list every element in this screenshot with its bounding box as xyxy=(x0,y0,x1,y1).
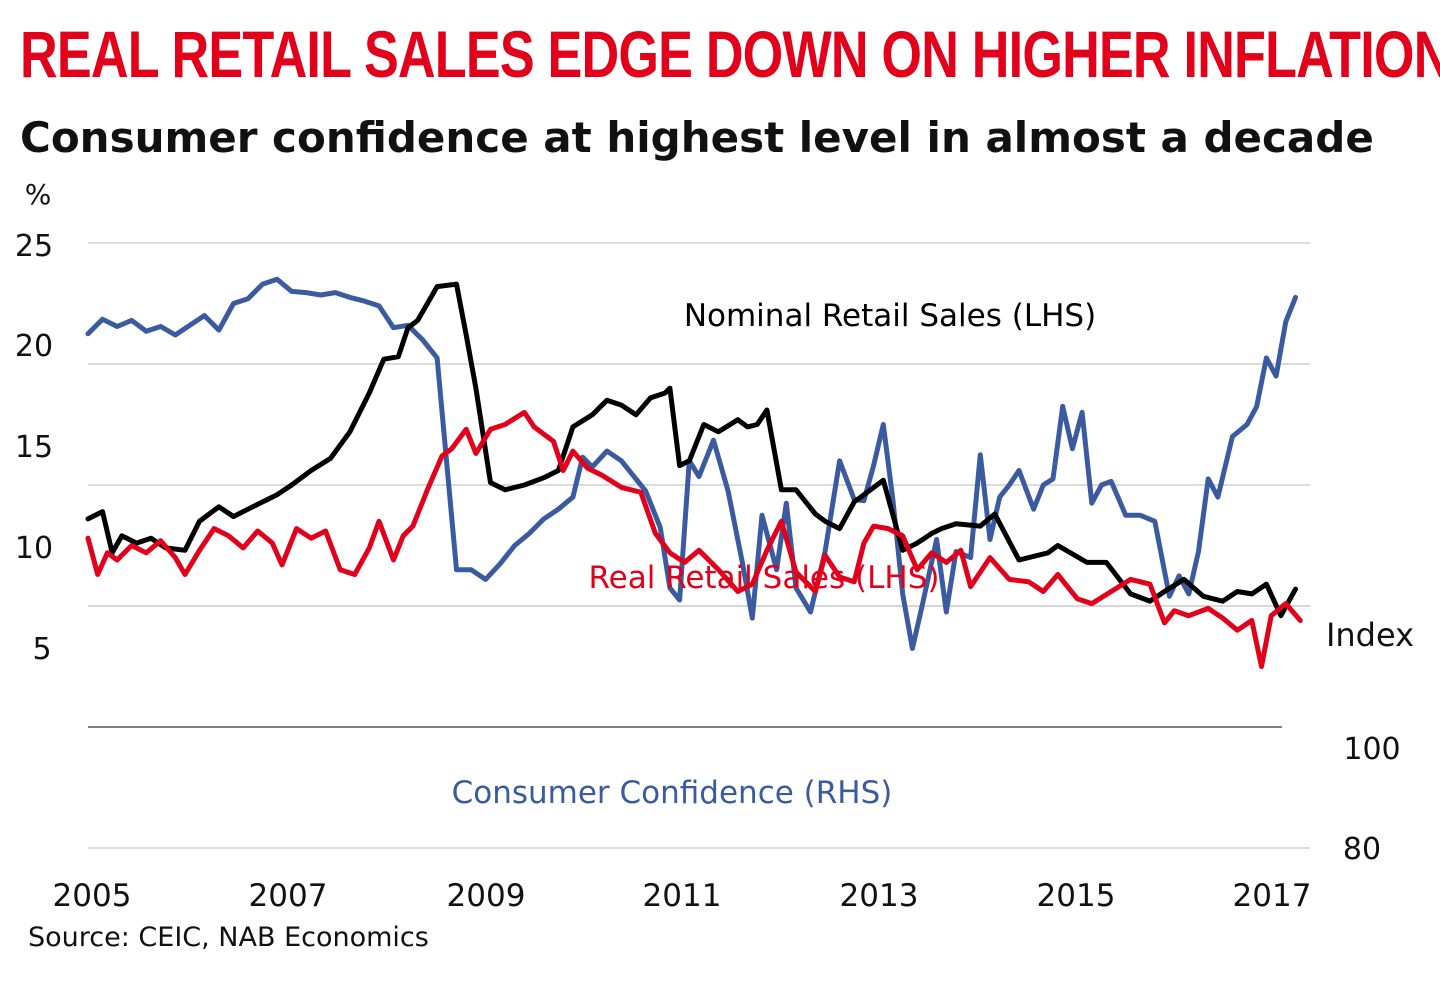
right-tick-80: 80 xyxy=(1343,832,1381,867)
left-tick-5: 5 xyxy=(32,632,51,667)
x-tick-2011: 2011 xyxy=(643,878,722,914)
left-tick-20: 20 xyxy=(15,329,53,364)
x-tick-2009: 2009 xyxy=(447,878,526,914)
label-nominal-retail-sales: Nominal Retail Sales (LHS) xyxy=(684,298,1096,334)
x-axis-ticks: 2005 2007 2009 2011 2013 2015 2017 xyxy=(53,878,1312,914)
series-labels: Nominal Retail Sales (LHS) Real Retail S… xyxy=(452,298,1097,811)
right-axis-unit-label: Index xyxy=(1326,616,1414,654)
label-real-retail-sales: Real Retail Sales (LHS) xyxy=(589,560,940,596)
left-tick-15: 15 xyxy=(15,430,53,465)
x-tick-2007: 2007 xyxy=(249,878,328,914)
x-tick-2005: 2005 xyxy=(53,878,132,914)
left-axis-unit-label: % xyxy=(25,178,52,211)
series-line-nominal xyxy=(85,281,1298,619)
left-axis-ticks: 5 10 15 20 25 xyxy=(15,229,53,667)
source-note: Source: CEIC, NAB Economics xyxy=(28,922,429,953)
x-tick-2015: 2015 xyxy=(1037,878,1116,914)
label-consumer-confidence: Consumer Confidence (RHS) xyxy=(452,775,893,811)
series-line-real xyxy=(85,409,1303,669)
series-layer xyxy=(85,276,1303,669)
chart-subtitle: Consumer confidence at highest level in … xyxy=(20,113,1374,162)
left-tick-25: 25 xyxy=(15,229,53,264)
x-tick-2013: 2013 xyxy=(840,878,919,914)
right-tick-100: 100 xyxy=(1343,732,1400,767)
left-tick-10: 10 xyxy=(15,531,53,566)
right-axis-ticks: 80 100 xyxy=(1343,732,1401,867)
chart-title: REAL RETAIL SALES EDGE DOWN ON HIGHER IN… xyxy=(20,17,1440,91)
x-tick-2017: 2017 xyxy=(1233,878,1312,914)
